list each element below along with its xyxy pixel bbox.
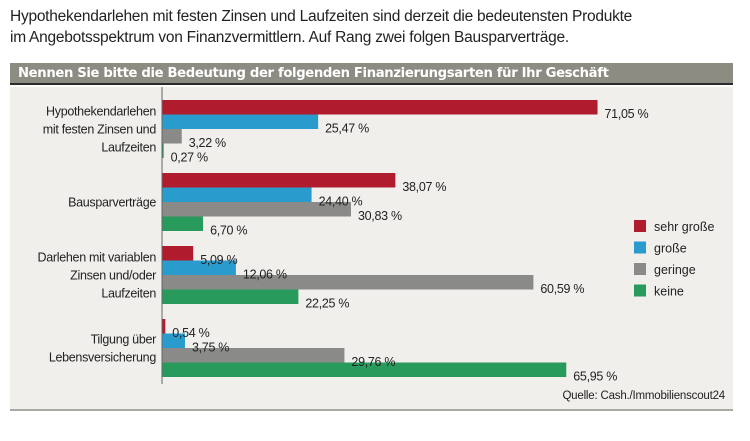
bar xyxy=(162,362,567,377)
category-label-line: Zinsen und/oder xyxy=(70,269,156,283)
bar xyxy=(162,129,182,144)
legend-swatch xyxy=(634,284,646,297)
value-label: 0,54 % xyxy=(172,326,209,340)
value-label: 12,06 % xyxy=(243,268,287,282)
bar xyxy=(162,100,598,115)
legend-item: geringe xyxy=(634,263,696,277)
bar-chart: Hypothekendarlehen mit festen Zinsen und L… xyxy=(38,87,726,402)
category-label-line: Lebensversicherung xyxy=(49,351,157,365)
legend-item: sehr große xyxy=(634,220,714,234)
value-label: 71,05 % xyxy=(605,107,649,121)
bar xyxy=(162,319,166,334)
value-label: 22,25 % xyxy=(305,297,349,311)
category-label-line: Laufzeiten xyxy=(101,141,156,155)
value-label: 25,47 % xyxy=(325,122,369,136)
bar xyxy=(162,289,299,304)
value-label: 0,27 % xyxy=(171,151,208,165)
legend-label: sehr große xyxy=(654,220,714,234)
value-label: 38,07 % xyxy=(402,180,446,194)
legend-label: große xyxy=(654,242,687,256)
value-label: 3,22 % xyxy=(189,136,226,150)
bars xyxy=(162,100,598,377)
bar xyxy=(162,348,345,363)
value-label: 3,75 % xyxy=(192,341,229,355)
intro-line-2: im Angebotsspektrum von Finanzvermittler… xyxy=(10,29,569,46)
value-label: 6,70 % xyxy=(210,224,247,238)
category-label: Darlehen mit variablen Zinsen und/oder Lau… xyxy=(38,251,157,301)
intro-line-1: Hypothekendarlehen mit festen Zinsen und… xyxy=(10,8,633,25)
category-label-line: mit festen Zinsen und xyxy=(43,123,157,137)
value-label: 29,76 % xyxy=(351,355,395,369)
value-label: 60,59 % xyxy=(540,282,584,296)
source-note: Quelle: Cash./Immobilienscout24 xyxy=(562,390,725,402)
category-label: Tilgung über Lebensversicherung xyxy=(49,333,157,365)
chart-title: Nennen Sie bitte die Bedeutung der folge… xyxy=(10,63,733,85)
category-label-line: Bausparverträge xyxy=(68,196,156,210)
bar xyxy=(162,216,204,231)
category-label-line: Laufzeiten xyxy=(101,287,156,301)
legend: sehr große große geringe keine xyxy=(634,220,714,299)
bar xyxy=(162,275,534,290)
legend-item: keine xyxy=(634,284,684,299)
chart-area: Hypothekendarlehen mit festen Zinsen und L… xyxy=(10,87,733,411)
legend-swatch xyxy=(634,220,646,232)
legend-item: große xyxy=(634,241,687,256)
category-label: Bausparverträge xyxy=(68,196,156,210)
value-label: 24,40 % xyxy=(319,195,363,209)
bar xyxy=(162,246,194,261)
legend-label: geringe xyxy=(654,263,696,277)
bar xyxy=(162,187,312,202)
value-label: 5,09 % xyxy=(200,253,237,267)
bar xyxy=(162,143,164,158)
intro-text: Hypothekendarlehen mit festen Zinsen und… xyxy=(10,6,740,48)
category-label-line: Hypothekendarlehen xyxy=(46,105,156,119)
category-label: Hypothekendarlehen mit festen Zinsen und L… xyxy=(43,105,157,155)
bar xyxy=(162,114,319,129)
category-label-line: Tilgung über xyxy=(91,333,157,347)
bar xyxy=(162,333,185,348)
legend-swatch xyxy=(634,241,646,254)
bar xyxy=(162,173,396,188)
category-label-line: Darlehen mit variablen xyxy=(38,251,157,265)
legend-swatch xyxy=(634,263,646,275)
value-label: 30,83 % xyxy=(358,209,402,223)
bar xyxy=(162,202,351,217)
value-labels: 71,05 % 25,47 % 3,22 %0,27 % 38,07 % 24,40 %… xyxy=(171,107,649,384)
bar xyxy=(162,260,236,275)
value-label: 65,95 % xyxy=(573,370,617,384)
legend-label: keine xyxy=(654,285,684,299)
category-labels: Hypothekendarlehen mit festen Zinsen und L… xyxy=(38,105,157,365)
